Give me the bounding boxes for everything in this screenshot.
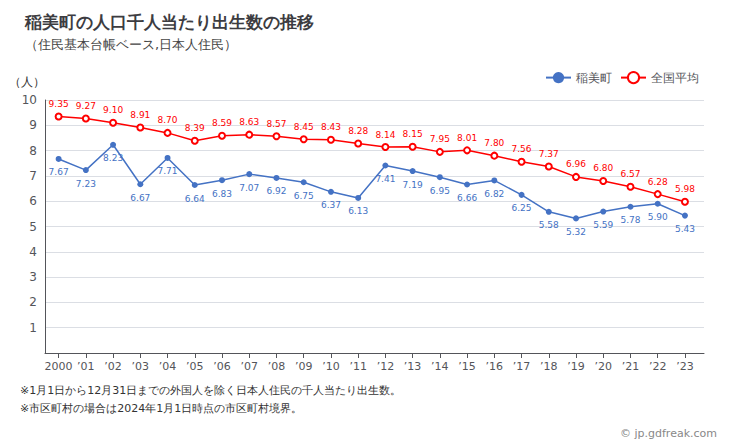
svg-text:5.32: 5.32 [566, 227, 586, 237]
svg-text:9.10: 9.10 [103, 105, 123, 115]
svg-text:’09: ’09 [295, 360, 313, 373]
svg-text:※市区町村の場合は2024年1月1日時点の市区町村境界。: ※市区町村の場合は2024年1月1日時点の市区町村境界。 [20, 402, 302, 415]
svg-text:8.23: 8.23 [103, 153, 123, 163]
svg-text:8.70: 8.70 [158, 115, 178, 125]
svg-text:’01: ’01 [77, 360, 95, 373]
svg-text:7.71: 7.71 [158, 166, 178, 176]
svg-text:2: 2 [29, 295, 37, 309]
svg-text:’11: ’11 [349, 360, 367, 373]
svg-text:（人）: （人） [9, 75, 45, 89]
svg-text:7.67: 7.67 [49, 167, 69, 177]
svg-text:7.37: 7.37 [539, 149, 559, 159]
svg-text:5.98: 5.98 [675, 184, 695, 194]
svg-text:’17: ’17 [513, 360, 531, 373]
svg-text:8.43: 8.43 [321, 122, 341, 132]
svg-text:’06: ’06 [213, 360, 231, 373]
svg-text:5: 5 [29, 220, 37, 234]
svg-text:6.37: 6.37 [321, 200, 341, 210]
svg-text:6.66: 6.66 [457, 193, 477, 203]
svg-text:’13: ’13 [404, 360, 422, 373]
svg-text:’05: ’05 [186, 360, 204, 373]
svg-text:8.63: 8.63 [239, 117, 259, 127]
svg-text:7.23: 7.23 [76, 179, 96, 189]
svg-text:6.83: 6.83 [212, 189, 232, 199]
svg-text:’15: ’15 [458, 360, 476, 373]
svg-text:6.82: 6.82 [484, 189, 504, 199]
svg-text:7.95: 7.95 [430, 134, 450, 144]
svg-text:全国平均: 全国平均 [651, 71, 699, 85]
svg-text:6.75: 6.75 [294, 191, 314, 201]
svg-text:5.78: 5.78 [620, 215, 640, 225]
svg-text:8: 8 [29, 144, 37, 158]
svg-text:※1月1日から12月31日までの外国人を除く日本人住民の千人: ※1月1日から12月31日までの外国人を除く日本人住民の千人当たり出生数。 [20, 384, 401, 397]
svg-text:’18: ’18 [540, 360, 558, 373]
svg-text:5.90: 5.90 [648, 212, 668, 222]
svg-text:9: 9 [29, 118, 37, 132]
svg-text:’14: ’14 [431, 360, 449, 373]
svg-text:9.35: 9.35 [49, 99, 69, 109]
svg-text:7.07: 7.07 [239, 183, 259, 193]
svg-text:稲美町: 稲美町 [576, 71, 612, 85]
svg-text:8.14: 8.14 [375, 130, 395, 140]
svg-text:6: 6 [29, 194, 37, 208]
svg-text:6.67: 6.67 [130, 193, 150, 203]
svg-text:2000: 2000 [45, 360, 73, 373]
svg-text:’19: ’19 [567, 360, 585, 373]
svg-text:6.64: 6.64 [185, 194, 205, 204]
svg-text:8.57: 8.57 [266, 119, 286, 129]
svg-text:6.92: 6.92 [266, 186, 286, 196]
svg-text:8.01: 8.01 [457, 133, 477, 143]
svg-text:’16: ’16 [486, 360, 504, 373]
svg-text:6.80: 6.80 [593, 163, 613, 173]
svg-text:5.59: 5.59 [593, 220, 613, 230]
svg-text:7.19: 7.19 [403, 180, 423, 190]
svg-text:’12: ’12 [377, 360, 395, 373]
svg-text:8.15: 8.15 [403, 129, 423, 139]
svg-text:10: 10 [22, 93, 37, 107]
svg-text:’23: ’23 [676, 360, 694, 373]
svg-text:7.80: 7.80 [484, 138, 504, 148]
svg-text:’02: ’02 [104, 360, 122, 373]
svg-text:6.95: 6.95 [430, 186, 450, 196]
svg-text:3: 3 [29, 270, 37, 284]
svg-text:7: 7 [29, 169, 37, 183]
svg-text:’22: ’22 [649, 360, 667, 373]
svg-text:9.27: 9.27 [76, 101, 96, 111]
svg-text:5.43: 5.43 [675, 224, 695, 234]
svg-text:7.41: 7.41 [375, 174, 395, 184]
svg-text:8.59: 8.59 [212, 118, 232, 128]
svg-text:7.56: 7.56 [512, 144, 532, 154]
svg-text:8.91: 8.91 [130, 110, 150, 120]
svg-text:’03: ’03 [132, 360, 150, 373]
svg-text:’04: ’04 [159, 360, 177, 373]
svg-text:稲美町の人口千人当たり出生数の推移: 稲美町の人口千人当たり出生数の推移 [24, 12, 314, 32]
svg-text:6.25: 6.25 [512, 203, 532, 213]
svg-text:6.13: 6.13 [348, 206, 368, 216]
svg-text:4: 4 [29, 245, 37, 259]
svg-text:1: 1 [29, 321, 37, 335]
svg-text:’08: ’08 [268, 360, 286, 373]
svg-text:’20: ’20 [594, 360, 612, 373]
svg-text:’07: ’07 [240, 360, 258, 373]
svg-text:6.96: 6.96 [566, 159, 586, 169]
svg-text:8.45: 8.45 [294, 122, 314, 132]
svg-text:’21: ’21 [622, 360, 640, 373]
svg-text:5.58: 5.58 [539, 220, 559, 230]
svg-text:6.57: 6.57 [620, 169, 640, 179]
svg-text:8.39: 8.39 [185, 123, 205, 133]
svg-text:8.28: 8.28 [348, 126, 368, 136]
svg-text:’10: ’10 [322, 360, 340, 373]
svg-text:（住民基本台帳ベース,日本人住民）: （住民基本台帳ベース,日本人住民） [25, 37, 237, 52]
svg-text:© jp.gdfreak.com: © jp.gdfreak.com [620, 427, 717, 440]
svg-text:6.28: 6.28 [648, 177, 668, 187]
